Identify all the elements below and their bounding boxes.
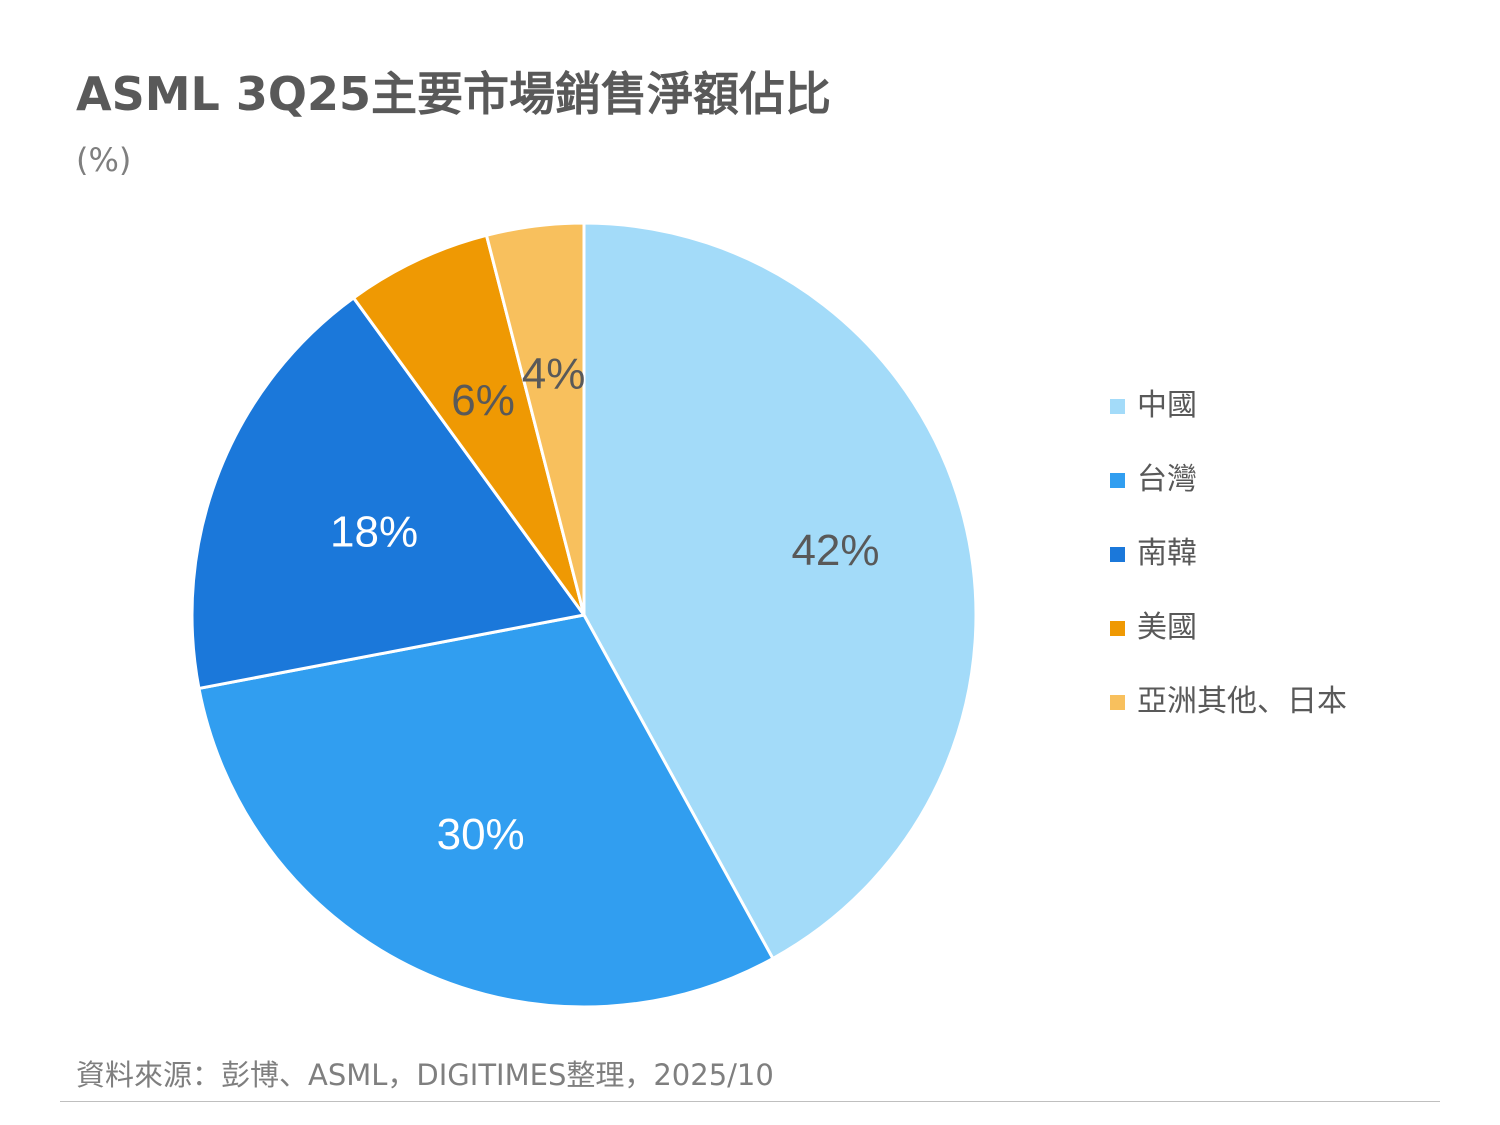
pie-slice-3 bbox=[190, 296, 586, 690]
legend-item-2: 台灣 bbox=[1110, 460, 1347, 534]
pie-slice-5 bbox=[485, 221, 586, 617]
legend-item-3: 南韓 bbox=[1110, 534, 1347, 608]
source-note: 資料來源：彭博、ASML，DIGITIMES整理，2025/10 bbox=[76, 1058, 774, 1092]
pie-data-label-1: 42% bbox=[791, 526, 879, 575]
pie-data-label-5: 4% bbox=[522, 350, 586, 399]
legend-label: 南韓 bbox=[1137, 536, 1197, 571]
legend-item-4: 美國 bbox=[1110, 608, 1347, 682]
legend-label: 亞洲其他、日本 bbox=[1137, 684, 1347, 719]
legend-item-1: 中國 bbox=[1110, 386, 1347, 460]
legend-label: 中國 bbox=[1137, 388, 1197, 423]
legend-swatch bbox=[1110, 547, 1125, 562]
pie-data-label-3: 18% bbox=[330, 507, 418, 556]
pie-slice-4 bbox=[352, 233, 586, 617]
pie-slice-1 bbox=[582, 221, 978, 961]
legend-label: 美國 bbox=[1137, 610, 1197, 645]
legend: 中國台灣南韓美國亞洲其他、日本 bbox=[1110, 386, 1347, 756]
legend-swatch bbox=[1110, 695, 1125, 710]
pie-data-label-2: 30% bbox=[437, 810, 525, 859]
legend-swatch bbox=[1110, 473, 1125, 488]
chart-title: ASML 3Q25主要市場銷售淨額佔比 bbox=[76, 67, 831, 121]
unit-label: (%) bbox=[76, 141, 132, 179]
legend-label: 台灣 bbox=[1137, 462, 1197, 497]
pie-data-label-4: 6% bbox=[451, 376, 515, 425]
legend-item-5: 亞洲其他、日本 bbox=[1110, 682, 1347, 756]
pie-slice-2 bbox=[197, 613, 775, 1009]
legend-swatch bbox=[1110, 399, 1125, 414]
footer-divider bbox=[60, 1101, 1440, 1102]
legend-swatch bbox=[1110, 621, 1125, 636]
